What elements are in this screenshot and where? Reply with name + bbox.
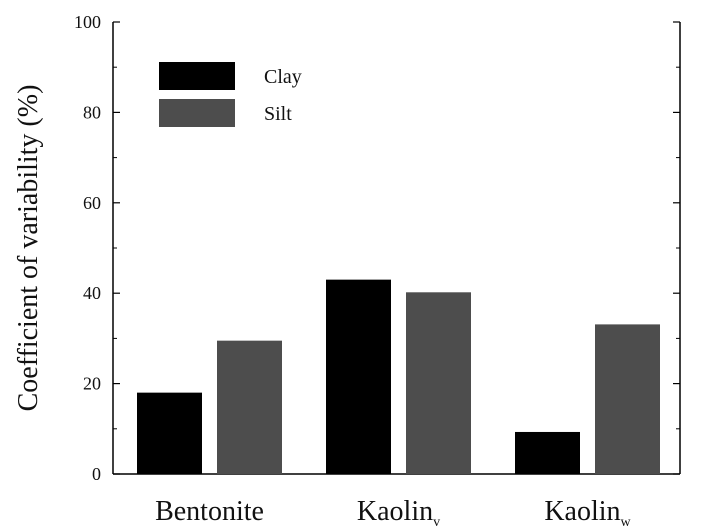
y-axis-title: Coefficient of variability (%): [13, 85, 44, 412]
bar-silt: [595, 324, 660, 474]
y-tick-label: 80: [83, 102, 101, 122]
legend-label-silt: Silt: [264, 103, 292, 125]
bar-clay: [515, 431, 580, 474]
category-labels: Bentonite Kaolinv Kaolinw: [155, 496, 631, 529]
legend-label-clay: Clay: [264, 66, 302, 88]
y-ticks: 0 20 40 60 80 100: [74, 12, 680, 484]
y-tick-label: 100: [74, 12, 101, 32]
x-category-label: Bentonite: [155, 496, 264, 527]
bar-clay: [137, 392, 202, 474]
x-category-label: Kaolinv: [357, 496, 440, 529]
legend-swatch-clay: [159, 62, 235, 90]
legend-swatch-silt: [159, 99, 235, 127]
legend: Clay Silt: [159, 62, 302, 127]
bar-silt: [217, 340, 282, 474]
x-category-label: Kaolinw: [544, 496, 631, 529]
y-tick-label: 0: [92, 464, 101, 484]
bars: [137, 279, 660, 474]
bar-clay: [326, 279, 391, 474]
bar-silt: [406, 292, 471, 474]
y-tick-label: 20: [83, 374, 101, 394]
y-tick-label: 60: [83, 193, 101, 213]
y-tick-label: 40: [83, 283, 101, 303]
